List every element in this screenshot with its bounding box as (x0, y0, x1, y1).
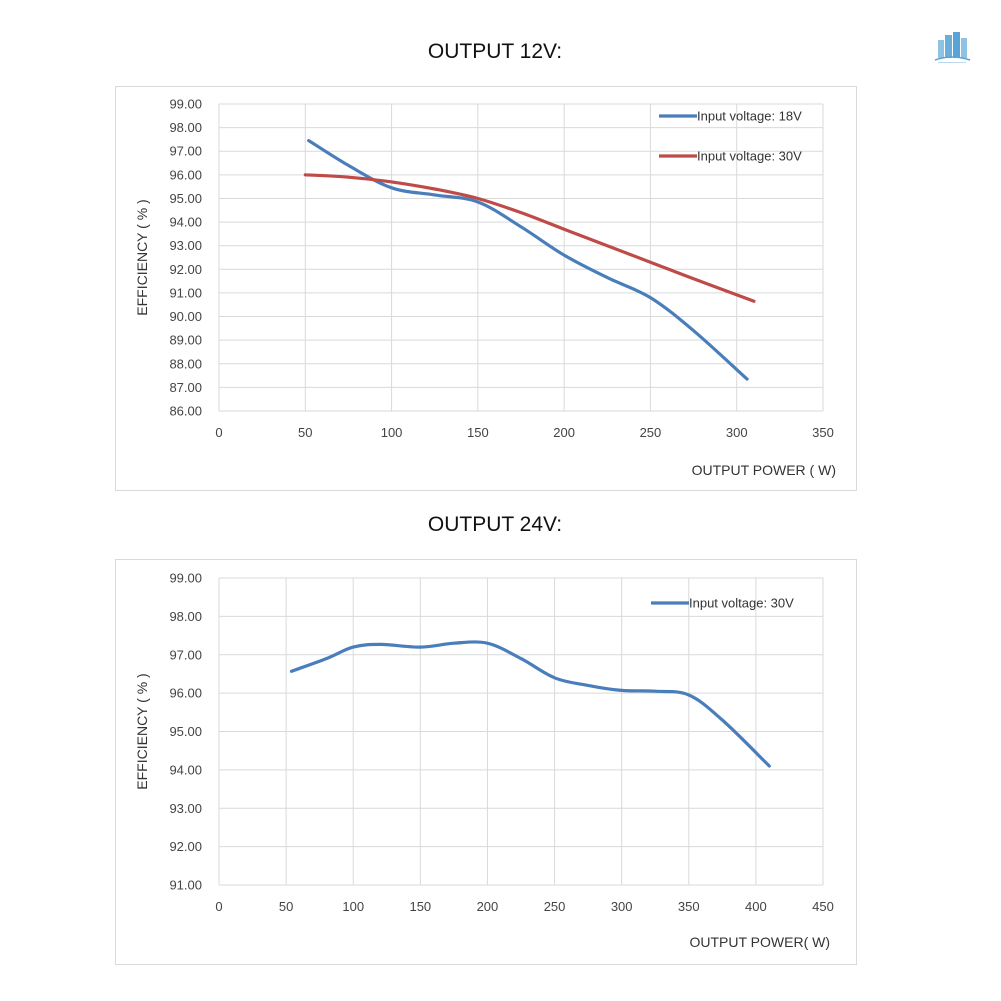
chart-title-24v: OUTPUT 24V: (427, 513, 563, 536)
building-logo-icon (934, 32, 971, 63)
x-tick-label: 350 (678, 899, 700, 914)
x-tick-label: 150 (409, 899, 431, 914)
y-tick-label: 99.00 (169, 97, 202, 112)
series-line-1 (289, 640, 771, 768)
y-tick-label: 91.00 (169, 285, 202, 300)
x-tick-label: 50 (279, 899, 293, 914)
y-tick-label: 94.00 (169, 215, 202, 230)
legend-label-1: Input voltage: 18V (697, 109, 802, 124)
y-tick-label: 90.00 (169, 309, 202, 324)
chart-frame (115, 559, 857, 965)
y-tick-label: 92.00 (169, 839, 202, 854)
x-tick-label: 150 (467, 425, 489, 440)
legend-label-2: Input voltage: 30V (697, 149, 802, 164)
x-axis-title: OUTPUT POWER ( W) (692, 462, 836, 478)
x-tick-label: 300 (611, 899, 633, 914)
chart-title-12v: OUTPUT 12V: (427, 40, 563, 63)
series-line-2 (303, 173, 756, 303)
y-axis-title: EFFICIENCY ( % ) (134, 199, 150, 315)
y-tick-label: 97.00 (169, 144, 202, 159)
y-tick-label: 88.00 (169, 356, 202, 371)
x-axis-title: OUTPUT POWER( W) (689, 934, 830, 950)
y-tick-label: 94.00 (169, 762, 202, 777)
y-tick-label: 89.00 (169, 333, 202, 348)
x-tick-label: 250 (640, 425, 662, 440)
y-tick-label: 96.00 (169, 686, 202, 701)
y-tick-label: 96.00 (169, 167, 202, 182)
y-tick-label: 91.00 (169, 878, 202, 893)
efficiency-chart-24v: 91.00 92.00 93.00 94.00 95.00 96.00 97.00 98.00… (115, 559, 857, 965)
y-tick-label: 99.00 (169, 571, 202, 586)
series-line-1 (307, 139, 749, 381)
efficiency-chart-12v: 86.00 87.00 88.00 89.00 90.00 91.00 92.00 93.00… (115, 86, 857, 491)
x-tick-label: 250 (544, 899, 566, 914)
x-tick-label: 450 (812, 899, 834, 914)
chart-frame (115, 86, 857, 491)
y-tick-label: 87.00 (169, 380, 202, 395)
x-tick-label: 100 (381, 425, 403, 440)
x-tick-label: 200 (553, 425, 575, 440)
x-tick-label: 100 (342, 899, 364, 914)
y-tick-label: 98.00 (169, 609, 202, 624)
x-tick-label: 300 (726, 425, 748, 440)
x-tick-label: 200 (477, 899, 499, 914)
y-tick-label: 98.00 (169, 120, 202, 135)
legend-label-1: Input voltage: 30V (689, 596, 794, 611)
y-tick-label: 95.00 (169, 724, 202, 739)
x-tick-label: 0 (215, 425, 222, 440)
y-tick-label: 95.00 (169, 191, 202, 206)
x-tick-label: 350 (812, 425, 834, 440)
y-tick-label: 92.00 (169, 262, 202, 277)
y-tick-label: 93.00 (169, 801, 202, 816)
x-tick-label: 400 (745, 899, 767, 914)
y-tick-label: 86.00 (169, 404, 202, 419)
x-tick-label: 50 (298, 425, 312, 440)
y-axis-title: EFFICIENCY ( % ) (134, 673, 150, 789)
y-tick-label: 97.00 (169, 647, 202, 662)
x-tick-label: 0 (215, 899, 222, 914)
y-tick-label: 93.00 (169, 238, 202, 253)
